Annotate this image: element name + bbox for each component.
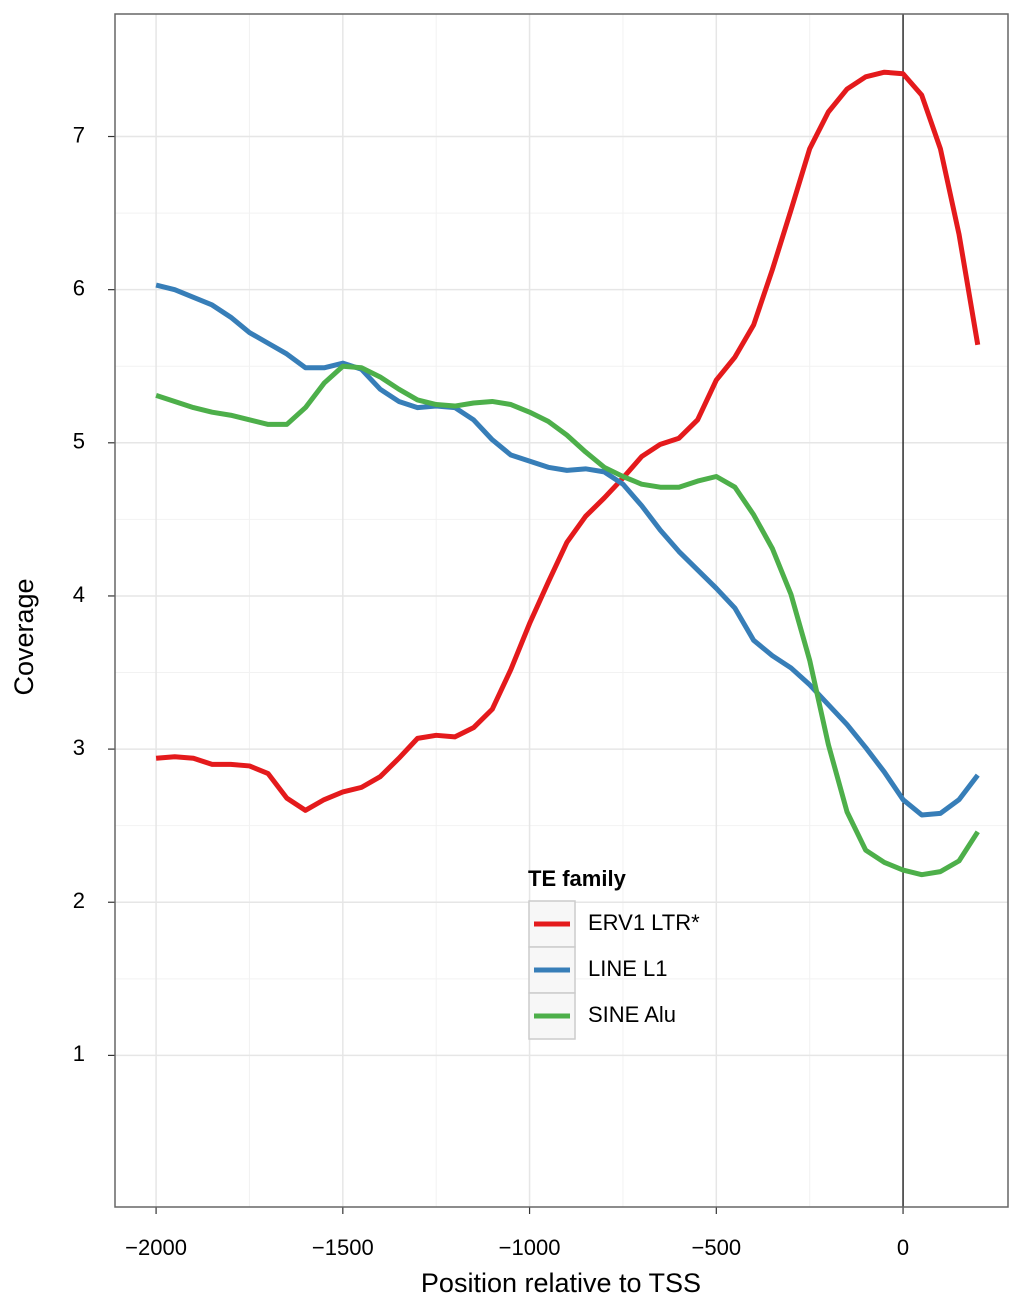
panel-border [114, 13, 1009, 1208]
x-tick-label: 0 [897, 1235, 909, 1260]
y-tick-label: 7 [73, 122, 85, 147]
y-tick-label: 4 [73, 582, 85, 607]
x-axis-title: Position relative to TSS [421, 1268, 701, 1298]
y-tick-label: 2 [73, 888, 85, 913]
line-series [155, 282, 980, 818]
x-tick-label: −1000 [499, 1235, 561, 1260]
y-tick-label: 1 [73, 1041, 85, 1066]
line-series [155, 69, 981, 813]
x-tick-label: −1500 [312, 1235, 374, 1260]
x-tick-label: −2000 [125, 1235, 187, 1260]
y-axis-title: Coverage [9, 578, 39, 695]
legend-label: SINE Alu [588, 1002, 676, 1027]
line-series [155, 363, 980, 878]
y-tick-label: 5 [73, 429, 85, 454]
y-tick-label: 3 [73, 735, 85, 760]
x-tick-label: −500 [692, 1235, 742, 1260]
y-tick-label: 6 [73, 275, 85, 300]
legend-label: LINE L1 [588, 956, 668, 981]
legend-label: ERV1 LTR* [588, 910, 700, 935]
legend-title: TE family [528, 866, 627, 891]
